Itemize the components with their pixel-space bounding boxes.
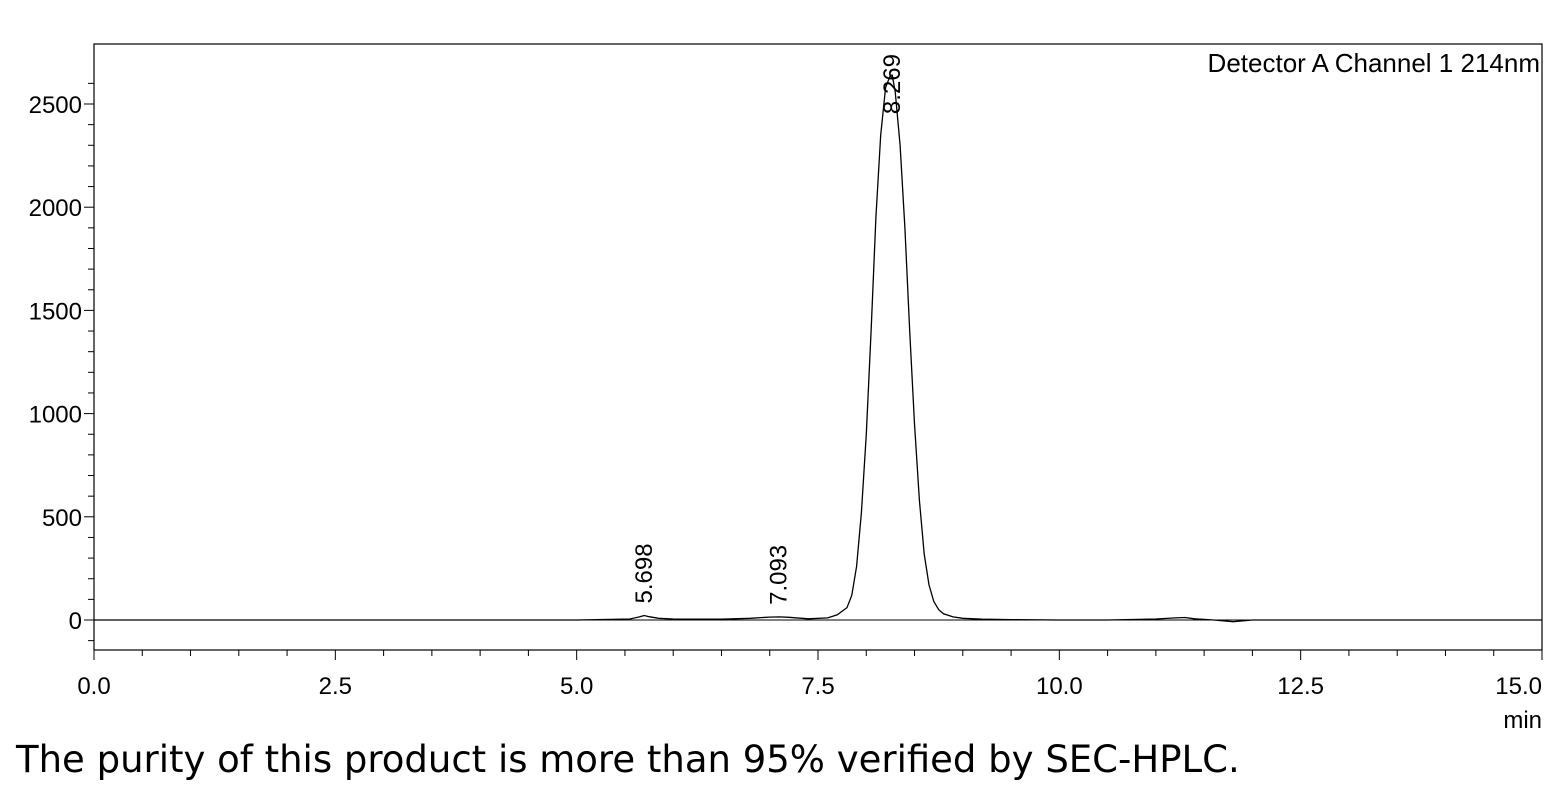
x-tick-label: 5.0 [560, 673, 593, 700]
y-tick-label: 1000 [29, 402, 82, 429]
y-tick-label: 2000 [29, 195, 82, 222]
x-tick-label: 0.0 [77, 673, 110, 700]
y-tick-label: 2500 [29, 92, 82, 119]
detector-trace [94, 74, 1542, 623]
y-tick-label: 500 [42, 505, 82, 532]
x-axis: 0.0 2.5 5.0 7.5 10.0 12.5 15.0 [77, 650, 1543, 700]
x-tick-label: 2.5 [319, 673, 352, 700]
peak-label: 5.698 [631, 543, 658, 603]
purity-caption: The purity of this product is more than … [16, 738, 1240, 781]
x-tick-label: 15.0 [1495, 673, 1542, 700]
peak-label: 7.093 [766, 545, 793, 605]
x-axis-label: min [1503, 707, 1542, 734]
chromatogram-chart: 0 500 1000 1500 2000 2500 0.0 2.5 5.0 7.5 10.0 12.… [29, 43, 1543, 734]
x-tick-label: 7.5 [801, 673, 834, 700]
detector-legend: Detector A Channel 1 214nm [1208, 48, 1540, 78]
peak-label: 8.269 [879, 54, 906, 114]
y-tick-label: 1500 [29, 298, 82, 325]
x-tick-label: 10.0 [1036, 673, 1083, 700]
y-tick-label: 0 [69, 608, 82, 635]
plot-frame [93, 43, 1543, 651]
peak-labels: 5.698 7.093 8.269 [631, 54, 906, 605]
y-axis: 0 500 1000 1500 2000 2500 [29, 82, 94, 642]
x-tick-label: 12.5 [1277, 673, 1324, 700]
